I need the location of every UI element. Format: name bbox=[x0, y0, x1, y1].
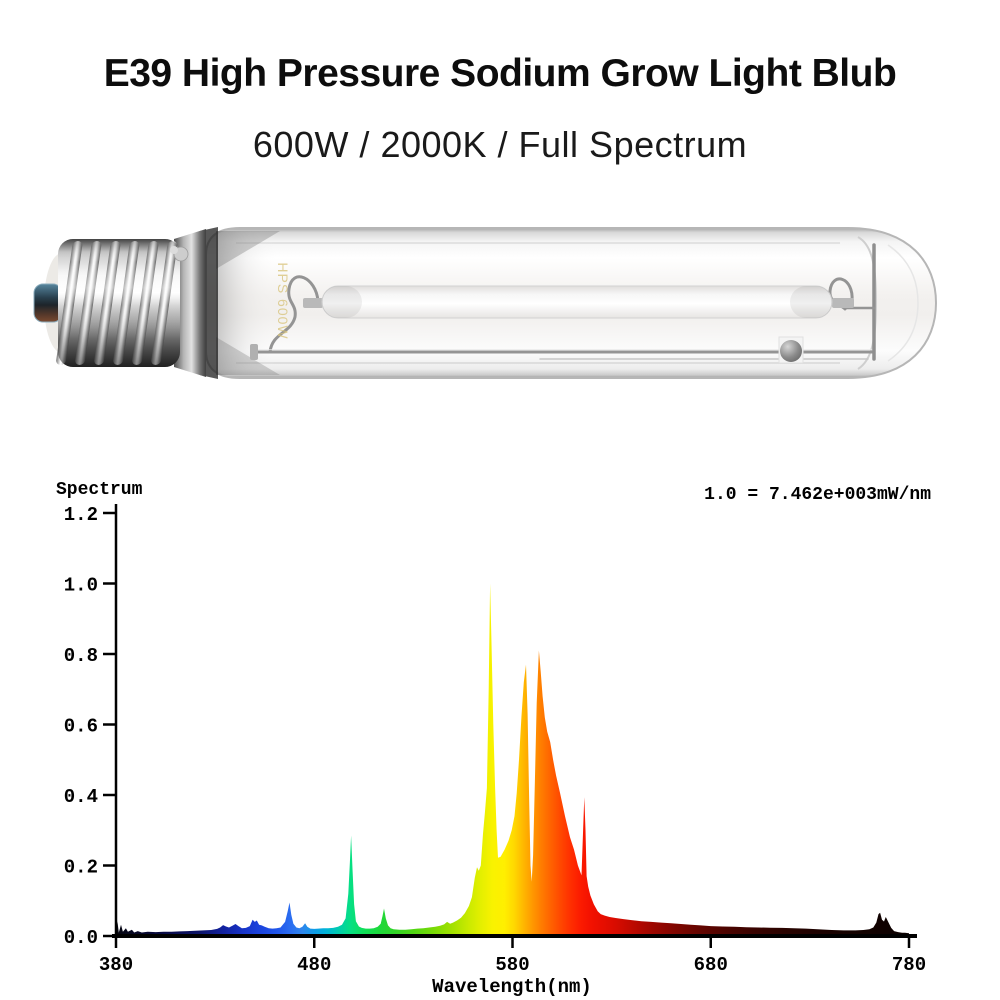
getter bbox=[778, 336, 804, 364]
x-tick-label: 780 bbox=[892, 954, 926, 976]
spectrum-chart: 0.0 0.2 0.4 0.6 0.8 1.0 1.2 380 480 580 680 780 bbox=[64, 504, 926, 976]
y-tick-label: 0.6 bbox=[64, 716, 98, 738]
chart-x-axis-label: Wavelength(nm) bbox=[432, 976, 592, 998]
product-photo-bulb: HPS 600W bbox=[33, 227, 938, 379]
y-tick-label: 0.2 bbox=[64, 857, 98, 879]
y-tick-label: 0.4 bbox=[64, 786, 98, 808]
glass-etch-label: HPS 600W bbox=[275, 262, 291, 339]
e39-base bbox=[33, 239, 189, 367]
x-tick-label: 480 bbox=[297, 954, 331, 976]
y-tick-label: 1.2 bbox=[64, 504, 98, 526]
chart-scale-note: 1.0 = 7.462e+003mW/nm bbox=[704, 485, 931, 505]
product-subtitle: 600W / 2000K / Full Spectrum bbox=[252, 124, 748, 165]
x-tick-label: 380 bbox=[99, 954, 133, 976]
y-tick-label: 1.0 bbox=[64, 575, 98, 597]
x-tick-label: 680 bbox=[694, 954, 728, 976]
base-contact-tip bbox=[33, 283, 63, 323]
y-tick-label: 0.8 bbox=[64, 645, 98, 667]
arc-tube bbox=[303, 285, 854, 319]
support-frame-wire bbox=[250, 243, 876, 361]
base-neck bbox=[174, 227, 218, 379]
y-tick-label: 0.0 bbox=[64, 927, 98, 949]
product-title: E39 High Pressure Sodium Grow Light Blub bbox=[103, 52, 897, 95]
spectrum-area bbox=[116, 583, 909, 936]
x-tick-label: 580 bbox=[495, 954, 529, 976]
chart-title: Spectrum bbox=[56, 480, 143, 500]
